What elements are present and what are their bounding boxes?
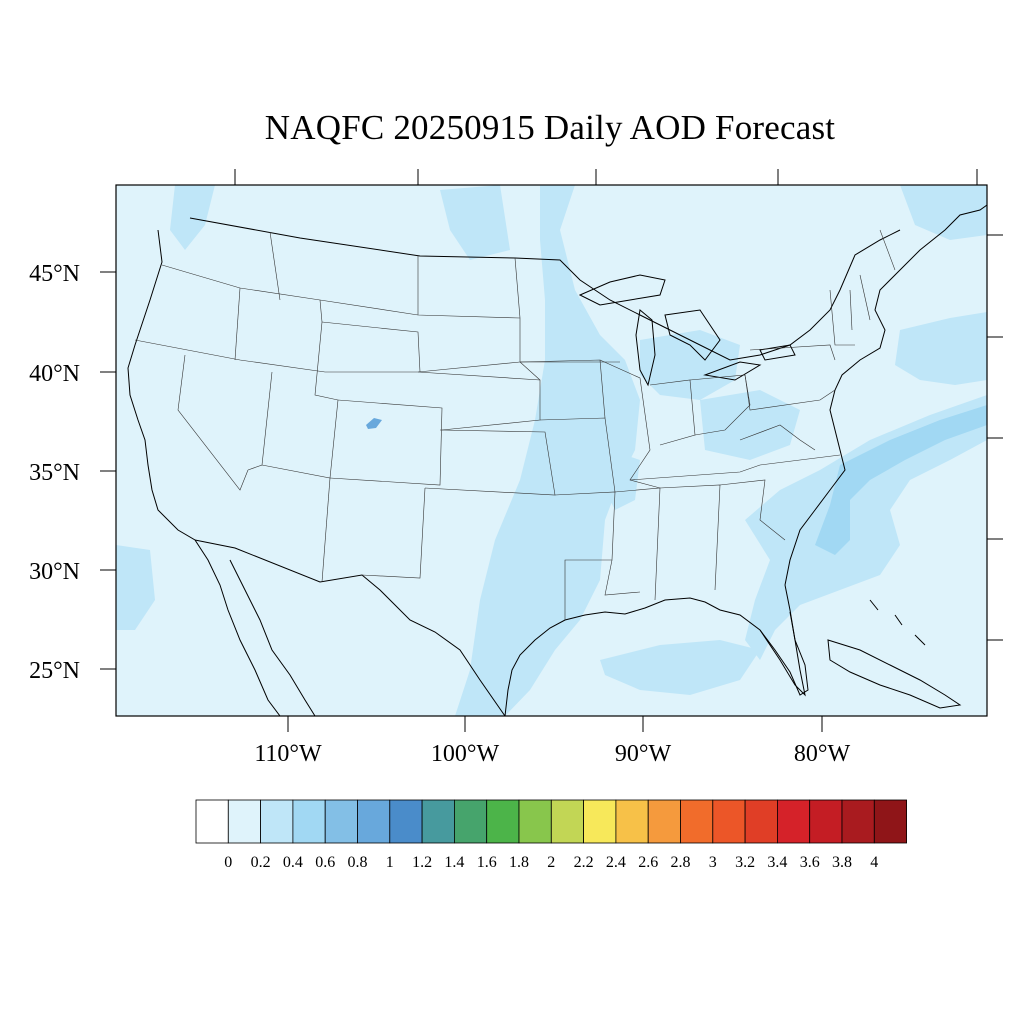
lake-erie: [703, 361, 762, 381]
west-coast: [127, 229, 281, 716]
aod-band-central-plains: [455, 185, 640, 716]
colorbar-label: 3: [709, 854, 717, 871]
colorbar-swatch: [389, 799, 423, 844]
colorbar-label: 0.6: [315, 854, 335, 871]
colorbar-swatch: [712, 799, 746, 844]
lat-label-25: 25°N: [29, 658, 80, 684]
lon-label-80w: 80°W: [794, 741, 851, 767]
lon-label-90w: 90°W: [615, 741, 672, 767]
colorbar-label: 0.2: [251, 854, 271, 871]
florida: [759, 611, 809, 696]
cuba: [827, 639, 962, 709]
lake-superior: [578, 274, 666, 306]
colorbar-swatch: [453, 799, 488, 844]
aod-patch-great-lakes: [640, 330, 740, 400]
colorbar-label: 3.6: [800, 854, 820, 871]
colorbar-swatch: [357, 799, 391, 844]
gulf-coast: [504, 584, 806, 716]
mexico-border: [194, 539, 506, 716]
baja-gulf: [229, 559, 316, 716]
colorbar-swatch: [615, 799, 649, 844]
colorbar-swatch: [809, 799, 843, 844]
colorbar-swatch: [260, 799, 294, 844]
map-frame: [115, 184, 988, 717]
aod-band-atlantic-core: [815, 405, 987, 555]
lat-label-30: 30°N: [29, 559, 80, 585]
colorbar: 0 0.2 0.4 0.6 0.8 1 1.2 1.4 1.6 1.8 2 2.2 2.4 2.6 2.8 3…: [195, 799, 907, 871]
aod-patch-southeast: [600, 450, 640, 510]
colorbar-label: 1.4: [444, 854, 464, 871]
colorbar-label: 0.8: [348, 854, 368, 871]
colorbar-swatch: [518, 799, 552, 844]
colorbar-swatch: [647, 799, 681, 844]
colorbar-label: 2.4: [606, 854, 626, 871]
colorbar-label: 1: [386, 854, 394, 871]
bahamas: [869, 599, 926, 646]
aod-patch-canada-west: [170, 185, 215, 250]
lake-michigan: [635, 309, 656, 387]
lake-ontario: [759, 344, 796, 361]
aod-patch-ne-atlantic: [895, 312, 987, 385]
lat-label-40: 40°N: [29, 361, 80, 387]
aod-hotspot-colorado: [366, 418, 382, 429]
colorbar-swatch: [195, 799, 229, 844]
colorbar-label: 4: [870, 854, 878, 871]
latitude-labels: 45°N 40°N 35°N 30°N 25°N: [29, 261, 80, 684]
colorbar-label: 1.2: [412, 854, 432, 871]
lat-label-45: 45°N: [29, 261, 80, 287]
colorbar-swatch: [583, 799, 617, 844]
colorbar-label: 3.8: [832, 854, 852, 871]
colorbar-label: 2: [547, 854, 555, 871]
longitude-labels: 110°W 100°W 90°W 80°W: [254, 741, 850, 767]
lake-huron: [664, 309, 721, 361]
state-boundaries: [134, 229, 896, 620]
colorbar-swatch: [777, 799, 811, 844]
lat-label-35: 35°N: [29, 460, 80, 486]
aod-shading-0.8: [366, 418, 382, 429]
aod-patch-quebec: [900, 185, 987, 240]
colorbar-swatch: [227, 799, 262, 844]
lon-label-100w: 100°W: [431, 741, 500, 767]
colorbar-swatch: [421, 799, 455, 844]
colorbar-swatch: [841, 799, 875, 844]
colorbar-label: 0: [224, 854, 232, 871]
colorbar-label: 2.6: [638, 854, 658, 871]
colorbar-swatch: [486, 799, 520, 844]
aod-patch-pacific: [116, 545, 155, 630]
aod-patch-appalachia: [700, 390, 800, 460]
map-title: NAQFC 20250915 Daily AOD Forecast: [264, 108, 836, 147]
aod-shading-0.6: [815, 405, 987, 555]
colorbar-label: 0.4: [283, 854, 303, 871]
colorbar-label: 2.2: [574, 854, 594, 871]
colorbar-label: 3.4: [767, 854, 787, 871]
east-coast: [784, 204, 987, 586]
graticule-ticks: [100, 169, 1003, 732]
colorbar-swatch: [744, 799, 778, 844]
aod-patch-canada-mid: [440, 185, 510, 260]
colorbar-label: 1.6: [477, 854, 497, 871]
colorbar-label: 2.8: [671, 854, 691, 871]
aod-shading: [116, 185, 987, 716]
colorbar-swatch: [550, 799, 584, 844]
colorbar-label: 1.8: [509, 854, 529, 871]
lon-label-110w: 110°W: [254, 741, 322, 767]
colorbar-swatch: [680, 799, 714, 844]
colorbar-swatch: [324, 799, 358, 844]
colorbar-label: 3.2: [735, 854, 755, 871]
colorbar-swatch: [873, 799, 907, 844]
aod-band-east-coast: [745, 395, 987, 660]
colorbar-swatch: [292, 799, 326, 844]
aod-band-west-gulf: [600, 640, 760, 695]
